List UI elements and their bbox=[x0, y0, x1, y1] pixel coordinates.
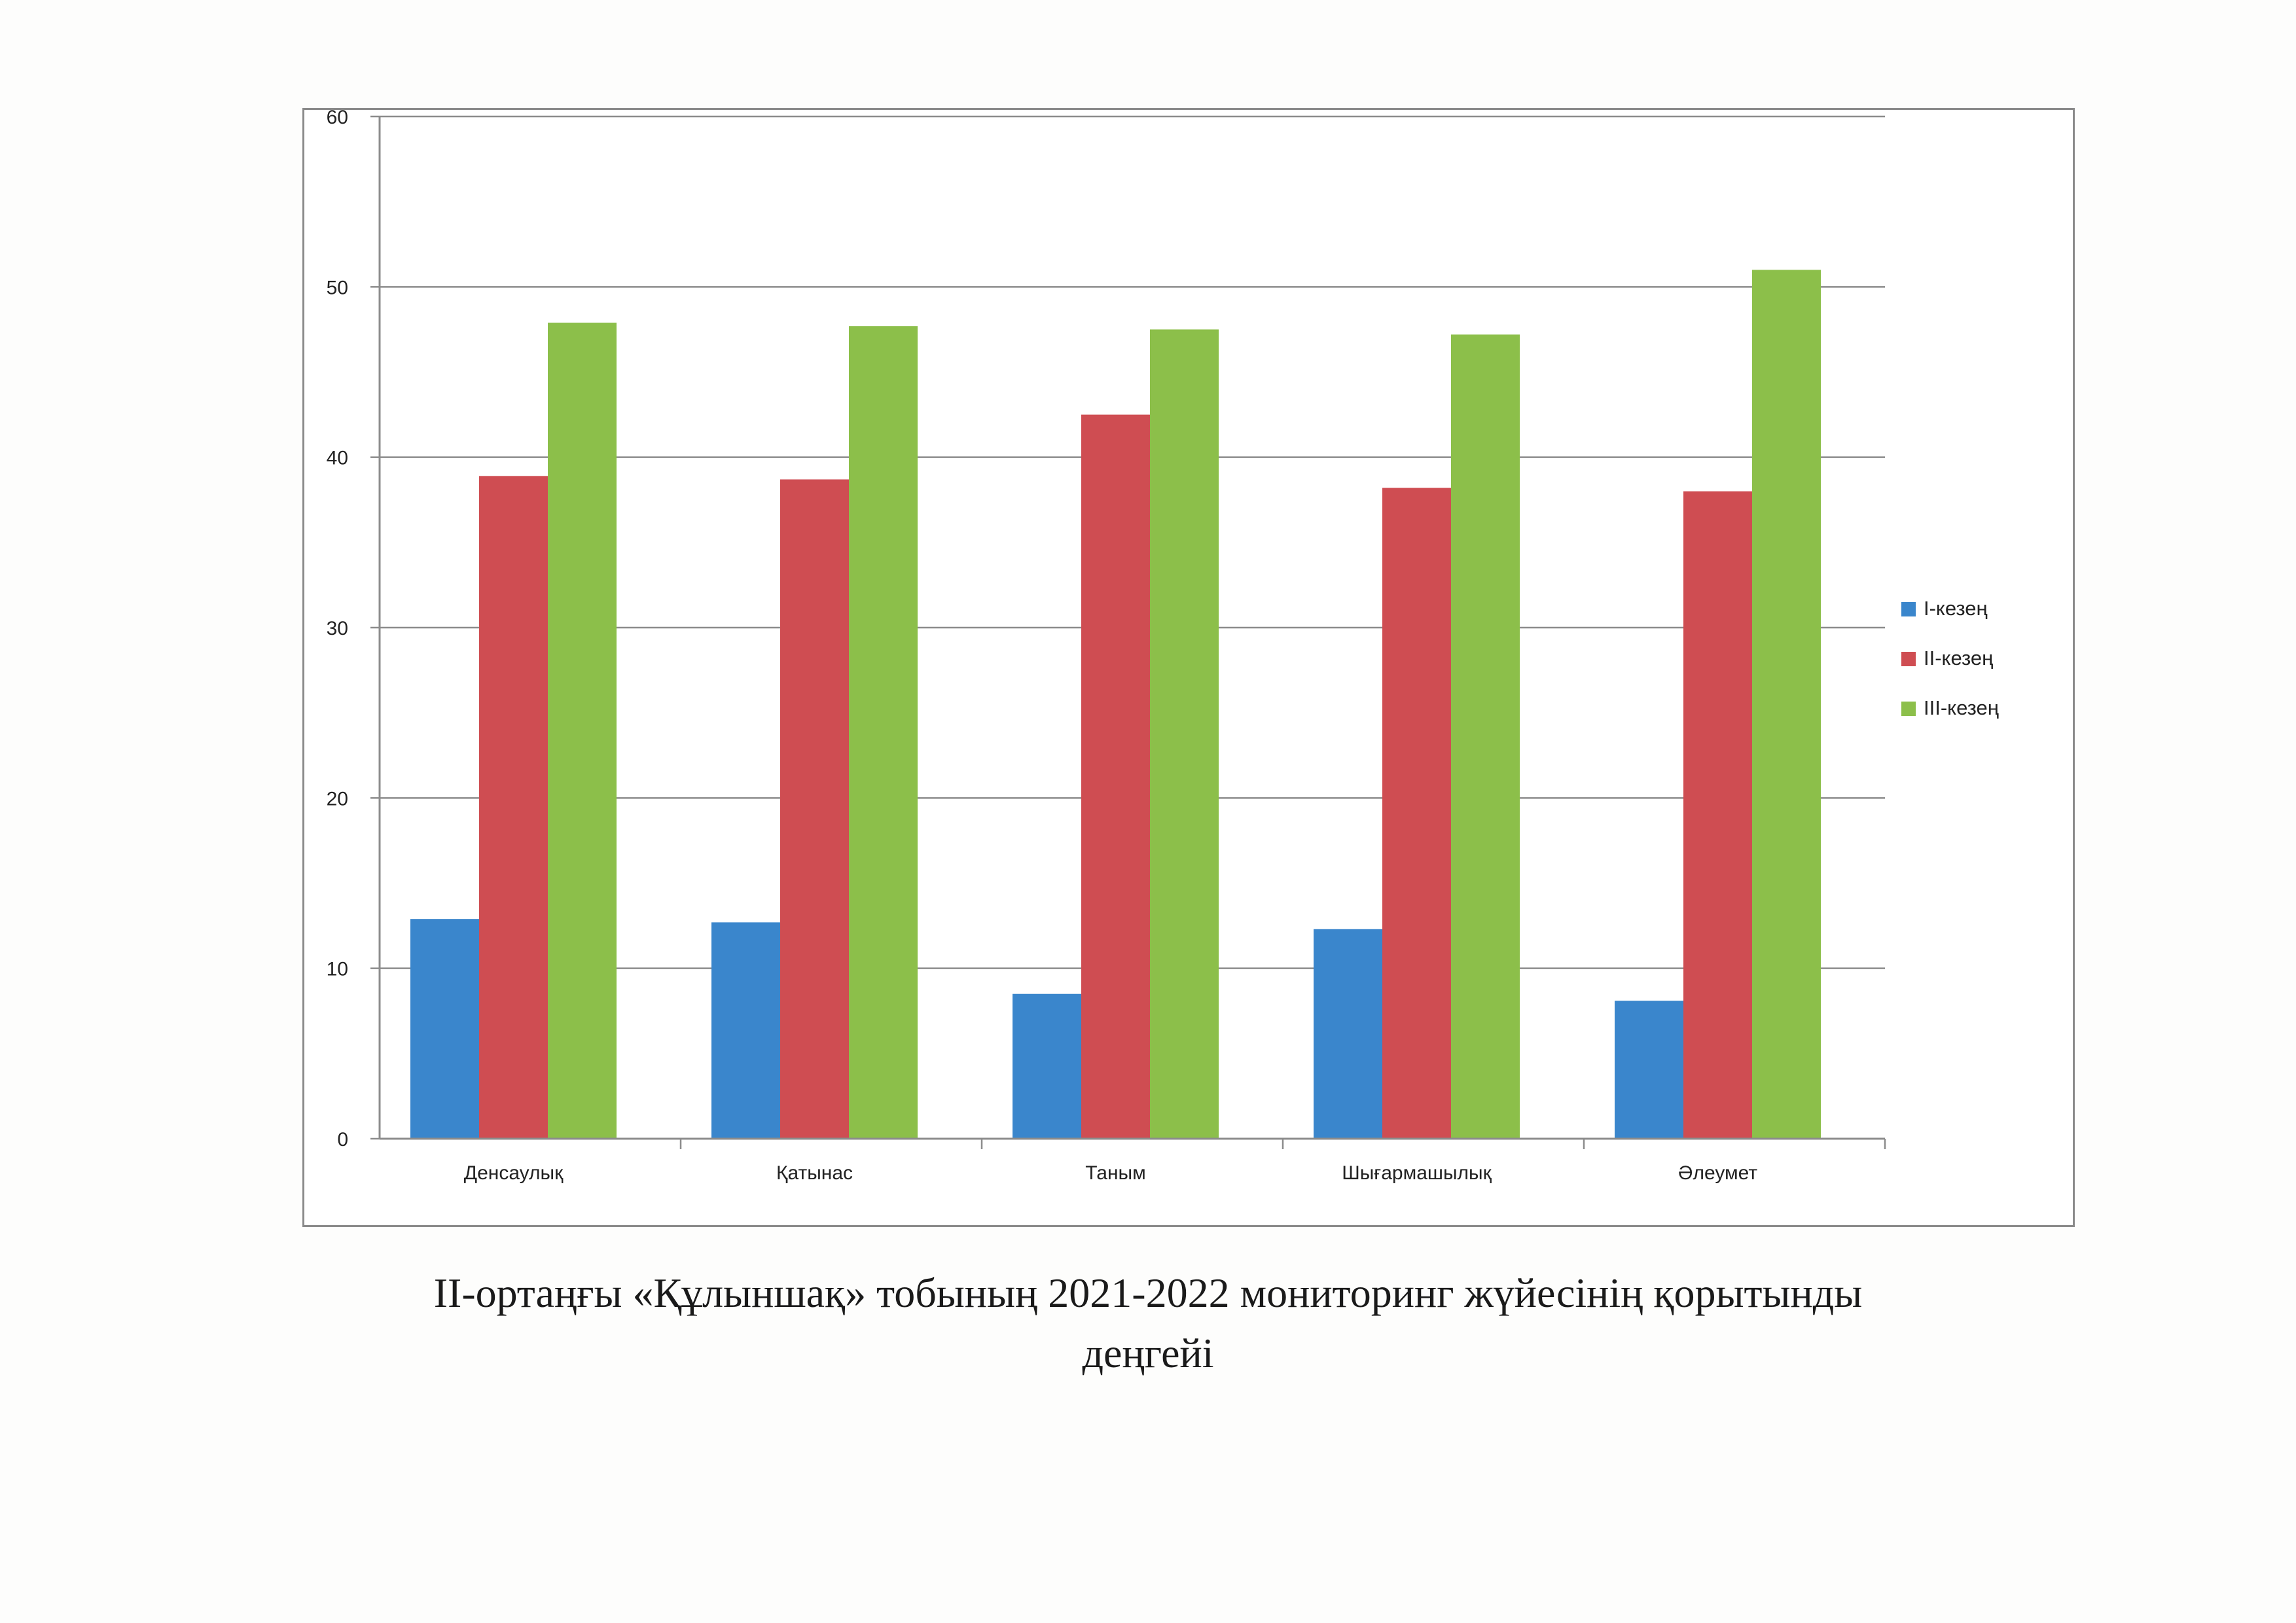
bar-3-2 bbox=[849, 326, 918, 1139]
bar-1-4 bbox=[1314, 929, 1382, 1139]
bar-2-3 bbox=[1081, 414, 1150, 1139]
legend-swatch bbox=[1901, 652, 1916, 666]
y-tick-label: 40 bbox=[327, 448, 348, 469]
legend-label: III-кезең bbox=[1924, 696, 1999, 719]
axes: 0 10 20 30 40 50 60 Денсаулық Қатынас Таным Шығарм… bbox=[327, 107, 1886, 1184]
y-tick-label: 20 bbox=[327, 788, 348, 810]
legend-label: I-кезең bbox=[1924, 597, 1988, 620]
y-tick-label: 10 bbox=[327, 959, 348, 980]
x-tick-label: Таным bbox=[1085, 1162, 1145, 1184]
legend-label: II-кезең bbox=[1924, 647, 1993, 669]
x-tick-label: Әлеумет bbox=[1678, 1162, 1757, 1184]
bar-3-3 bbox=[1150, 329, 1219, 1139]
bar-3-1 bbox=[548, 323, 617, 1139]
y-tick-label: 50 bbox=[327, 277, 348, 298]
legend: I-кезең II-кезең III-кезең bbox=[1901, 597, 1999, 719]
legend-swatch bbox=[1901, 702, 1916, 716]
bar-2-4 bbox=[1382, 488, 1451, 1139]
x-tick-label: Денсаулық bbox=[464, 1162, 564, 1184]
caption-line-2: деңгейі bbox=[1082, 1330, 1214, 1376]
x-tick-label: Қатынас bbox=[776, 1162, 853, 1184]
legend-swatch bbox=[1901, 602, 1916, 616]
caption-line-1: II-ортаңғы «Құлыншақ» тобының 2021-2022 … bbox=[433, 1270, 1863, 1316]
bar-2-2 bbox=[780, 479, 849, 1139]
gridlines bbox=[380, 115, 1885, 969]
bar-1-1 bbox=[410, 919, 479, 1139]
chart-caption: II-ортаңғы «Құлыншақ» тобының 2021-2022 … bbox=[164, 1263, 2132, 1383]
y-tick-label: 30 bbox=[327, 618, 348, 639]
bar-1-2 bbox=[711, 922, 780, 1139]
bar-2-5 bbox=[1683, 491, 1752, 1139]
y-tick-label: 0 bbox=[337, 1129, 348, 1150]
bar-3-4 bbox=[1451, 334, 1520, 1139]
y-tick-label: 60 bbox=[327, 107, 348, 128]
bars bbox=[410, 270, 1821, 1139]
bar-2-1 bbox=[479, 476, 548, 1139]
bar-3-5 bbox=[1752, 270, 1821, 1139]
bar-1-3 bbox=[1013, 993, 1081, 1139]
bar-1-5 bbox=[1615, 1001, 1683, 1139]
x-tick-label: Шығармашылық bbox=[1342, 1162, 1492, 1184]
